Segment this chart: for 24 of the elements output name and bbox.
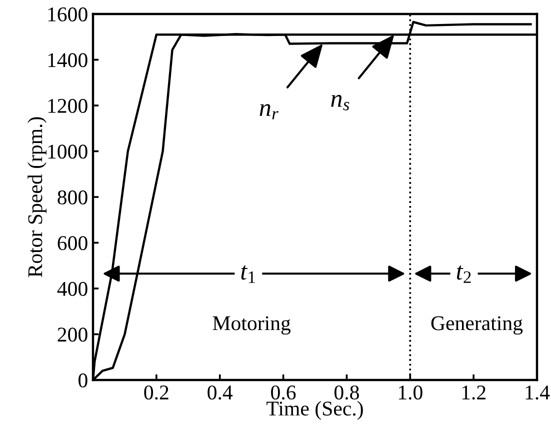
annotation: Generating — [431, 316, 523, 335]
x-tick-label: 0.6 — [271, 385, 296, 400]
y-axis-title: Rotor Speed (rpm.) — [28, 117, 46, 278]
annotation: n$_{s}$ — [331, 94, 350, 110]
x-tick-label: 0.4 — [208, 385, 233, 400]
y-tick-label: 200 — [58, 328, 88, 342]
x-tick-label: 0.8 — [334, 385, 359, 400]
x-tick-label: 1.2 — [462, 386, 486, 400]
y-tick-label: 1400 — [48, 53, 88, 68]
annotation: n$_{r}$ — [260, 104, 278, 120]
x-tick-label: 0.2 — [144, 385, 168, 400]
x-axis-title: Time (Sec.) — [266, 400, 363, 420]
y-tick-label: 400 — [57, 282, 88, 296]
annotation: Motoring — [212, 316, 291, 335]
x-tick-label: 1.4 — [526, 386, 550, 400]
annotation: t$_{2}$ — [456, 265, 471, 283]
y-tick-label: 0 — [78, 373, 88, 388]
y-tick-label: 1000 — [48, 144, 88, 159]
y-tick-label: 800 — [58, 190, 88, 204]
y-tick-label: 1200 — [48, 98, 88, 113]
y-tick-label: 600 — [58, 236, 88, 250]
x-tick-label: 1.0 — [398, 385, 422, 400]
annotation: t$_{1}$ — [241, 265, 255, 283]
y-tick-label: 1600 — [48, 7, 88, 22]
